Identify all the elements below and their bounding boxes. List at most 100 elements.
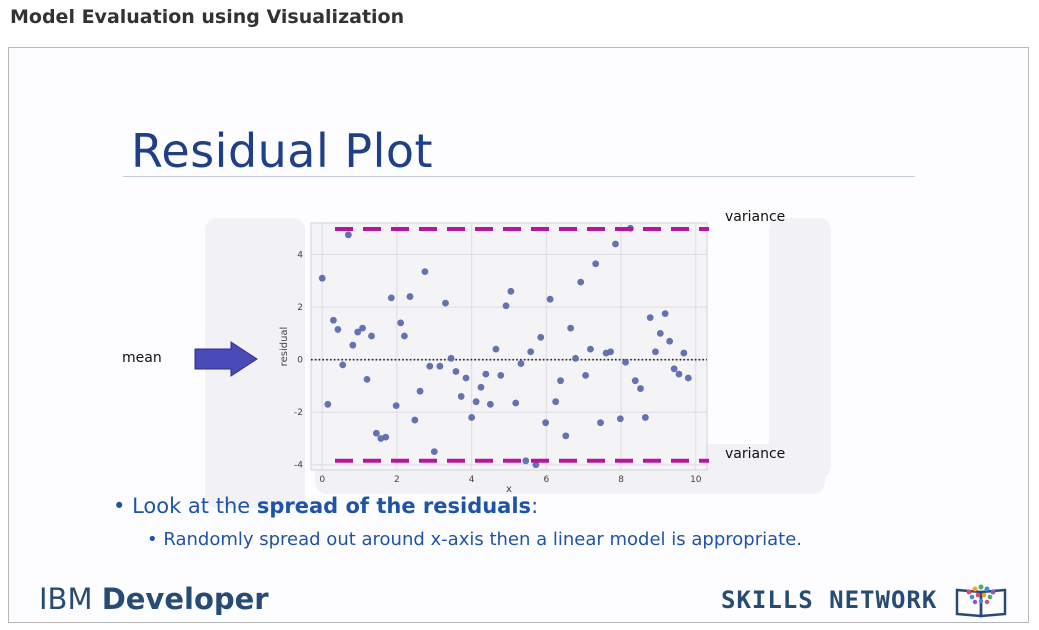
- residual-point: [324, 400, 332, 408]
- residual-point: [400, 332, 408, 340]
- axis-ticks: 0 2 4 6 8 10 -4 -2 0 2 4: [294, 251, 702, 485]
- x-tick-label: 0: [319, 475, 325, 485]
- residual-point: [587, 345, 594, 353]
- y-axis-label: residual: [279, 327, 290, 367]
- x-tick-label: 2: [394, 475, 400, 485]
- residual-point: [406, 293, 414, 300]
- mean-label: mean: [122, 350, 162, 366]
- ibm-logo-prefix: IBM: [39, 582, 93, 616]
- residual-point: [382, 433, 390, 441]
- residual-point: [507, 287, 515, 295]
- residual-point: [344, 231, 352, 239]
- residual-point: [492, 345, 500, 353]
- residual-point: [426, 362, 434, 370]
- residual-point: [472, 398, 480, 406]
- residual-point: [368, 332, 375, 340]
- residual-point: [462, 374, 470, 382]
- residual-point: [532, 461, 540, 469]
- residual-point: [546, 295, 554, 303]
- residual-point: [522, 457, 530, 465]
- residual-point: [631, 377, 639, 385]
- bullet-random-spread-text: Randomly spread out around x-axis then a…: [163, 529, 802, 550]
- residual-point: [537, 333, 545, 341]
- residual-point: [372, 429, 380, 437]
- right-arrow-icon: [194, 341, 258, 377]
- residual-point: [330, 316, 337, 324]
- residual-point: [457, 393, 465, 400]
- x-tick-label: 8: [618, 475, 624, 485]
- residual-point: [392, 402, 400, 410]
- residual-point: [607, 348, 615, 356]
- residual-point: [661, 310, 669, 318]
- residual-point: [567, 324, 575, 332]
- residual-point: [468, 414, 476, 421]
- variance-label-top: variance: [725, 209, 786, 225]
- residual-point: [512, 399, 520, 407]
- residual-point: [656, 329, 664, 337]
- residual-point: [612, 240, 619, 248]
- residual-point: [486, 400, 494, 408]
- variance-label-bottom: variance: [725, 446, 786, 462]
- residual-point: [552, 398, 560, 406]
- y-tick-label: 2: [297, 303, 303, 313]
- residual-point: [666, 337, 674, 345]
- residual-point: [397, 319, 405, 327]
- slide-title: Residual Plot: [131, 124, 434, 178]
- residual-point: [582, 372, 589, 379]
- bullet-spread-bold: spread of the residuals: [256, 494, 532, 518]
- residual-point: [562, 432, 570, 440]
- slide-frame: Residual Plot 0 2 4 6 8 10 -4 -2 0 2 4 residual x …: [8, 47, 1029, 623]
- book-icon: [955, 584, 1007, 618]
- residual-point: [684, 374, 692, 382]
- y-tick-label: 0: [297, 356, 303, 366]
- residual-point: [482, 370, 490, 378]
- residual-point: [334, 326, 342, 333]
- y-tick-label: -4: [294, 461, 303, 471]
- residual-point: [452, 368, 460, 375]
- skills-network-logo: SKILLS NETWORK: [721, 586, 938, 614]
- residual-point: [349, 341, 357, 349]
- y-tick-label: -2: [294, 408, 303, 418]
- title-divider: [123, 176, 915, 177]
- residual-points: [318, 224, 692, 469]
- residual-point: [670, 365, 678, 373]
- residual-point: [592, 260, 600, 268]
- bullet-spread-prefix: Look at the: [132, 494, 257, 518]
- residual-point: [363, 375, 371, 383]
- x-axis-label: x: [506, 484, 512, 495]
- residual-point: [616, 415, 624, 423]
- residual-point: [675, 370, 683, 378]
- ibm-logo-bold: Developer: [101, 582, 269, 616]
- page-heading: Model Evaluation using Visualization: [10, 6, 405, 28]
- y-tick-label: 4: [297, 251, 303, 261]
- residual-point: [416, 387, 424, 395]
- bullet-random-spread: • Randomly spread out around x-axis then…: [147, 529, 802, 550]
- residual-point: [622, 358, 629, 366]
- residual-point: [577, 278, 585, 286]
- residual-plot: 0 2 4 6 8 10 -4 -2 0 2 4 residual x: [194, 222, 709, 495]
- residual-point: [436, 362, 444, 370]
- bullet-spread-suffix: :: [531, 494, 539, 518]
- watermark-block: [769, 218, 831, 478]
- residual-point: [359, 324, 366, 332]
- residual-point: [641, 414, 649, 421]
- residual-point: [597, 419, 604, 427]
- residual-point: [497, 372, 505, 379]
- residual-point: [318, 274, 326, 282]
- residual-point: [387, 294, 395, 302]
- residual-point: [680, 349, 688, 357]
- x-tick-label: 10: [690, 475, 702, 485]
- bullet-spread: • Look at the spread of the residuals:: [113, 494, 539, 518]
- residual-point: [421, 268, 429, 276]
- residual-point: [339, 361, 347, 369]
- x-tick-label: 6: [543, 475, 549, 485]
- plot-area: [310, 222, 708, 471]
- residual-point: [637, 385, 644, 392]
- residual-point: [477, 383, 485, 391]
- residual-point: [557, 377, 564, 385]
- residual-point: [646, 314, 654, 321]
- residual-point: [527, 348, 535, 356]
- x-tick-label: 4: [469, 475, 475, 485]
- residual-point: [411, 416, 419, 424]
- residual-point: [442, 299, 449, 307]
